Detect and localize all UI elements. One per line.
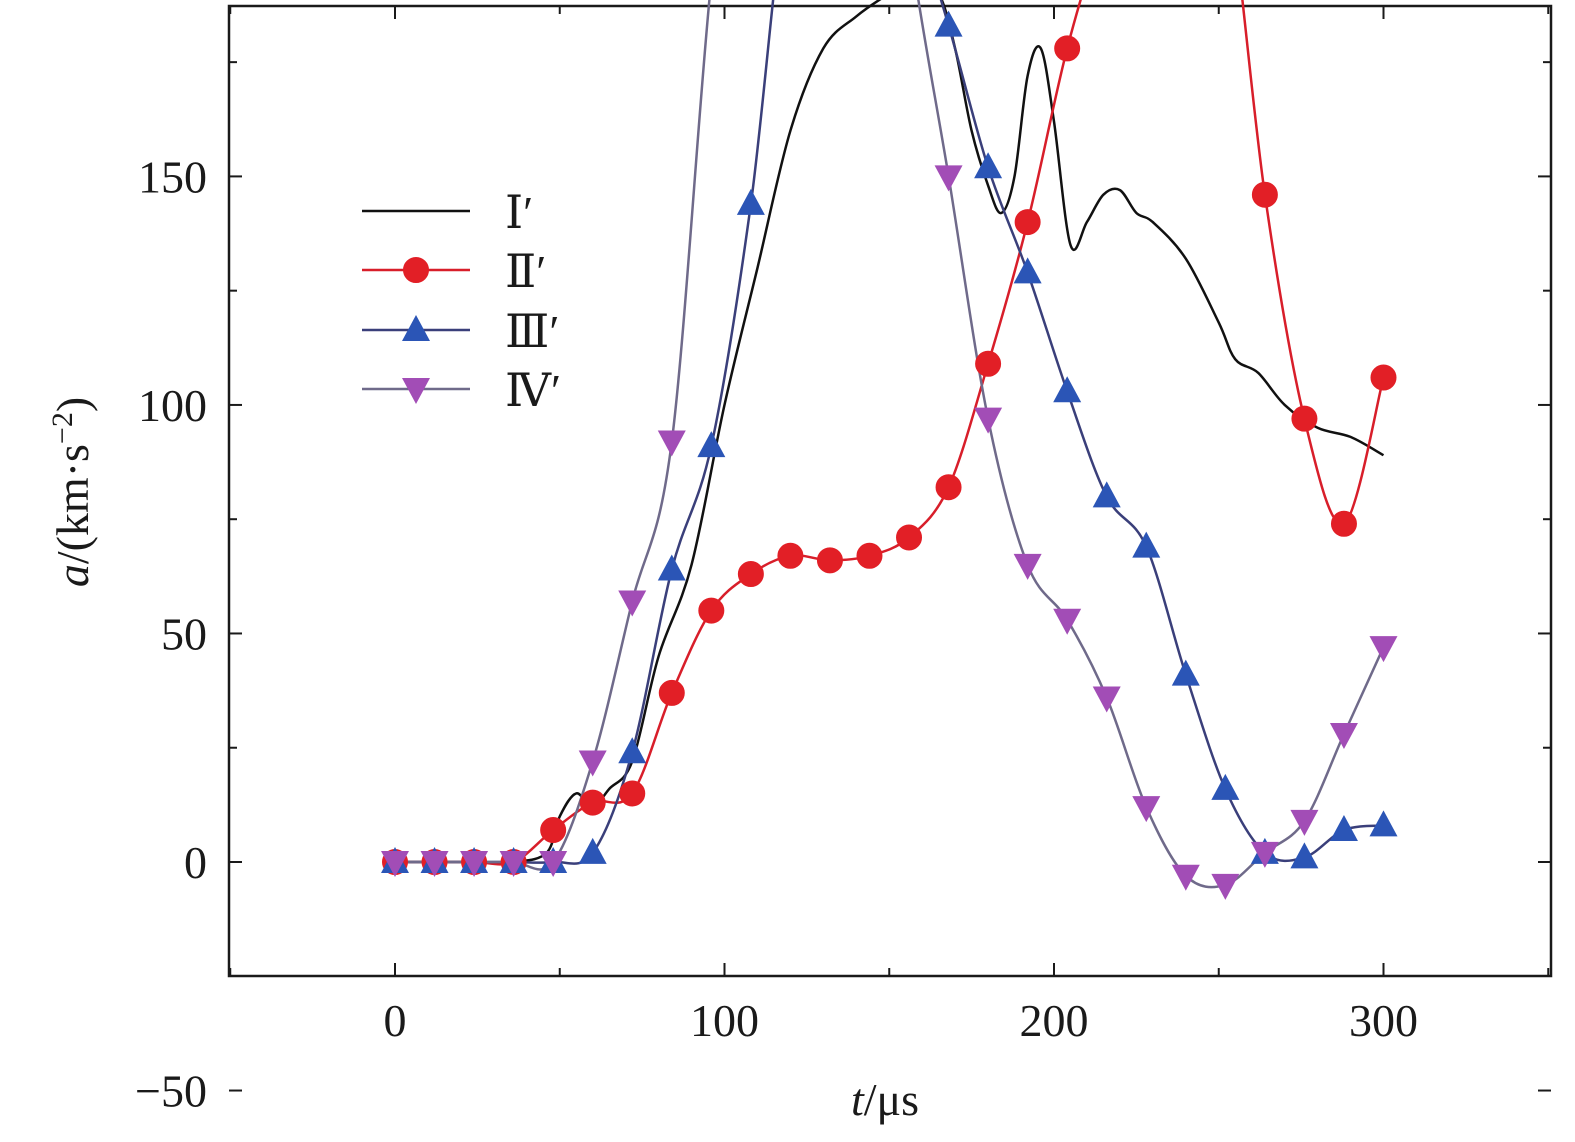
series-3-point — [697, 431, 726, 458]
legend-marker-2 — [403, 257, 429, 283]
series-4-point — [1053, 608, 1082, 635]
x-tick-label: 200 — [1020, 995, 1089, 1046]
series-4-point — [974, 407, 1003, 434]
series-4-point — [1329, 723, 1358, 750]
series-2-point — [1014, 209, 1041, 236]
series-3-point — [1290, 842, 1319, 869]
series-4-point — [420, 851, 449, 877]
series-3-point — [1329, 815, 1358, 842]
series-2-point — [1330, 510, 1357, 537]
series-4-point — [1092, 686, 1121, 713]
series-3-point — [1053, 376, 1082, 403]
y-tick-label: 100 — [138, 380, 207, 431]
series-2-point — [1370, 364, 1397, 391]
series-4-point — [657, 430, 686, 457]
series-4-point — [1013, 553, 1042, 580]
series-4-point — [1250, 841, 1279, 868]
series-2-point — [896, 524, 923, 551]
series-4-point — [1211, 873, 1240, 900]
series-3-point — [1132, 531, 1161, 558]
series-line-4 — [395, 0, 1385, 889]
legend-label-4: Ⅳ′ — [505, 365, 561, 416]
series-line-3 — [395, 0, 1384, 865]
legend-label-2: Ⅱ′ — [505, 246, 546, 297]
legend-marker-3 — [402, 315, 430, 341]
series-4-point — [618, 590, 647, 617]
series-3-point — [657, 554, 686, 581]
series-3-point — [1171, 659, 1200, 686]
series-2-point — [540, 817, 567, 844]
y-tick-label: 50 — [161, 608, 207, 659]
series-2-point — [619, 780, 646, 807]
series-line-1 — [395, 0, 1385, 864]
axis-ticks — [229, 6, 1551, 1092]
legend-label-1: Ⅰ′ — [505, 187, 533, 238]
series-2-point — [777, 542, 804, 569]
series-4-point — [1171, 864, 1200, 891]
x-axis-label: t/μs — [851, 1074, 919, 1125]
x-tick-label: 300 — [1349, 995, 1418, 1046]
series-3-point — [1369, 810, 1398, 837]
series-2-point — [1291, 405, 1318, 432]
series-markers — [381, 10, 1398, 900]
series-lines — [395, 0, 1385, 889]
series-4-point — [499, 851, 528, 877]
series-4-point — [539, 851, 568, 877]
series-3-point — [736, 188, 765, 215]
legend-marker-4 — [402, 378, 430, 404]
series-line-2 — [395, 0, 1385, 866]
series-4-point — [578, 750, 607, 777]
series-2-point — [579, 789, 606, 816]
series-2-point — [737, 561, 764, 588]
x-tick-label: 100 — [690, 995, 759, 1046]
plot-frame — [227, 4, 1553, 978]
series-2-point — [856, 542, 883, 569]
series-2-point — [658, 679, 685, 706]
series-3-point — [1013, 257, 1042, 284]
series-2-point — [1054, 35, 1081, 62]
legend: Ⅰ′ Ⅱ′ Ⅲ′ Ⅳ′ — [362, 187, 561, 416]
series-4-point — [460, 851, 489, 877]
series-2-point — [975, 350, 1002, 377]
series-2-point — [698, 597, 725, 624]
series-3-point — [618, 737, 647, 764]
legend-label-3: Ⅲ′ — [505, 306, 559, 357]
series-4-point — [1290, 809, 1319, 836]
series-3-point — [578, 837, 607, 864]
series-3-point — [1211, 773, 1240, 800]
series-2-point — [816, 547, 843, 574]
series-3-point — [1092, 481, 1121, 508]
series-2-point — [1251, 181, 1278, 208]
x-tick-label: 0 — [384, 995, 407, 1046]
series-3-point — [934, 10, 963, 37]
series-4-point — [1132, 796, 1161, 823]
y-axis-label: a/(km·s−2) — [46, 397, 98, 587]
series-4-point — [934, 165, 963, 192]
series-4-point — [1369, 636, 1398, 663]
series-2-point — [935, 474, 962, 501]
series-3-point — [974, 152, 1003, 179]
y-tick-label: −50 — [135, 1066, 207, 1117]
y-tick-label: 0 — [184, 837, 207, 888]
y-tick-label: 150 — [138, 151, 207, 202]
series-4-point — [381, 851, 409, 877]
